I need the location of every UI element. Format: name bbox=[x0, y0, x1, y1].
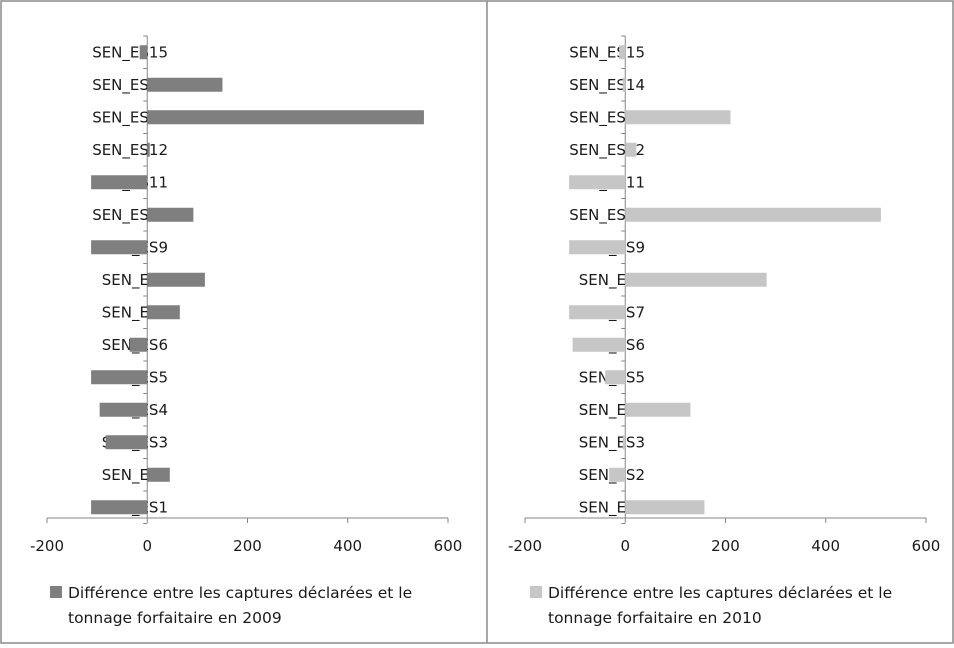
bar-sen-es14 bbox=[622, 77, 626, 92]
bar-sen-es6 bbox=[572, 337, 626, 352]
chart-panel-1: -2000200400600SEN_ES1SEN_ES2SEN_ES3SEN_E… bbox=[30, 35, 463, 627]
bar-sen-es1 bbox=[91, 500, 148, 515]
bar-sen-es13 bbox=[147, 110, 424, 125]
bar-sen-es7 bbox=[569, 305, 626, 320]
legend-label: Différence entre les captures déclarées … bbox=[68, 584, 412, 602]
bar-sen-es15 bbox=[619, 45, 626, 60]
value-tick-label: 400 bbox=[811, 537, 840, 555]
bar-sen-es8 bbox=[147, 272, 205, 287]
value-tick-label: -200 bbox=[508, 537, 542, 555]
bar-sen-es11 bbox=[569, 175, 626, 190]
category-label: SEN_ES15 bbox=[92, 43, 168, 62]
bar-sen-es9 bbox=[91, 240, 148, 255]
bar-sen-es11 bbox=[91, 175, 148, 190]
bar-sen-es2 bbox=[609, 467, 626, 482]
value-tick-label: 0 bbox=[142, 537, 152, 555]
value-tick-label: -200 bbox=[30, 537, 64, 555]
bar-sen-es12 bbox=[625, 142, 637, 157]
value-tick-label: 0 bbox=[620, 537, 630, 555]
category-label: SEN_ES3 bbox=[579, 433, 645, 452]
value-tick-label: 600 bbox=[912, 537, 941, 555]
bar-sen-es2 bbox=[147, 467, 170, 482]
category-label: SEN_ES14 bbox=[569, 76, 645, 95]
legend-swatch bbox=[50, 586, 62, 598]
legend-label: tonnage forfaitaire en 2009 bbox=[68, 609, 282, 627]
bar-sen-es15 bbox=[139, 45, 148, 60]
legend-swatch bbox=[530, 586, 542, 598]
value-tick-label: 600 bbox=[434, 537, 463, 555]
bar-sen-es12 bbox=[147, 142, 150, 157]
category-label: SEN_ES12 bbox=[92, 141, 168, 160]
bar-sen-es10 bbox=[625, 207, 881, 222]
bar-sen-es4 bbox=[625, 402, 691, 417]
bar-sen-es6 bbox=[129, 337, 148, 352]
bar-sen-es13 bbox=[625, 110, 731, 125]
value-tick-label: 200 bbox=[233, 537, 262, 555]
value-tick-label: 200 bbox=[711, 537, 740, 555]
legend-label: tonnage forfaitaire en 2010 bbox=[548, 609, 762, 627]
bar-sen-es4 bbox=[99, 402, 148, 417]
value-tick-label: 400 bbox=[333, 537, 362, 555]
bar-sen-es5 bbox=[91, 370, 148, 385]
bar-sen-es3 bbox=[105, 435, 148, 450]
bar-sen-es1 bbox=[625, 500, 705, 515]
legend-label: Différence entre les captures déclarées … bbox=[548, 584, 892, 602]
bar-sen-es7 bbox=[147, 305, 180, 320]
bar-sen-es5 bbox=[605, 370, 626, 385]
bar-sen-es8 bbox=[625, 272, 767, 287]
bar-sen-es9 bbox=[569, 240, 626, 255]
bar-sen-es10 bbox=[147, 207, 194, 222]
chart-panel-2: -2000200400600SEN_ES1SEN_ES2SEN_ES3SEN_E… bbox=[508, 35, 941, 627]
category-label: SEN_ES15 bbox=[569, 43, 645, 62]
bar-sen-es14 bbox=[147, 77, 223, 92]
bar-sen-es3 bbox=[622, 435, 626, 450]
